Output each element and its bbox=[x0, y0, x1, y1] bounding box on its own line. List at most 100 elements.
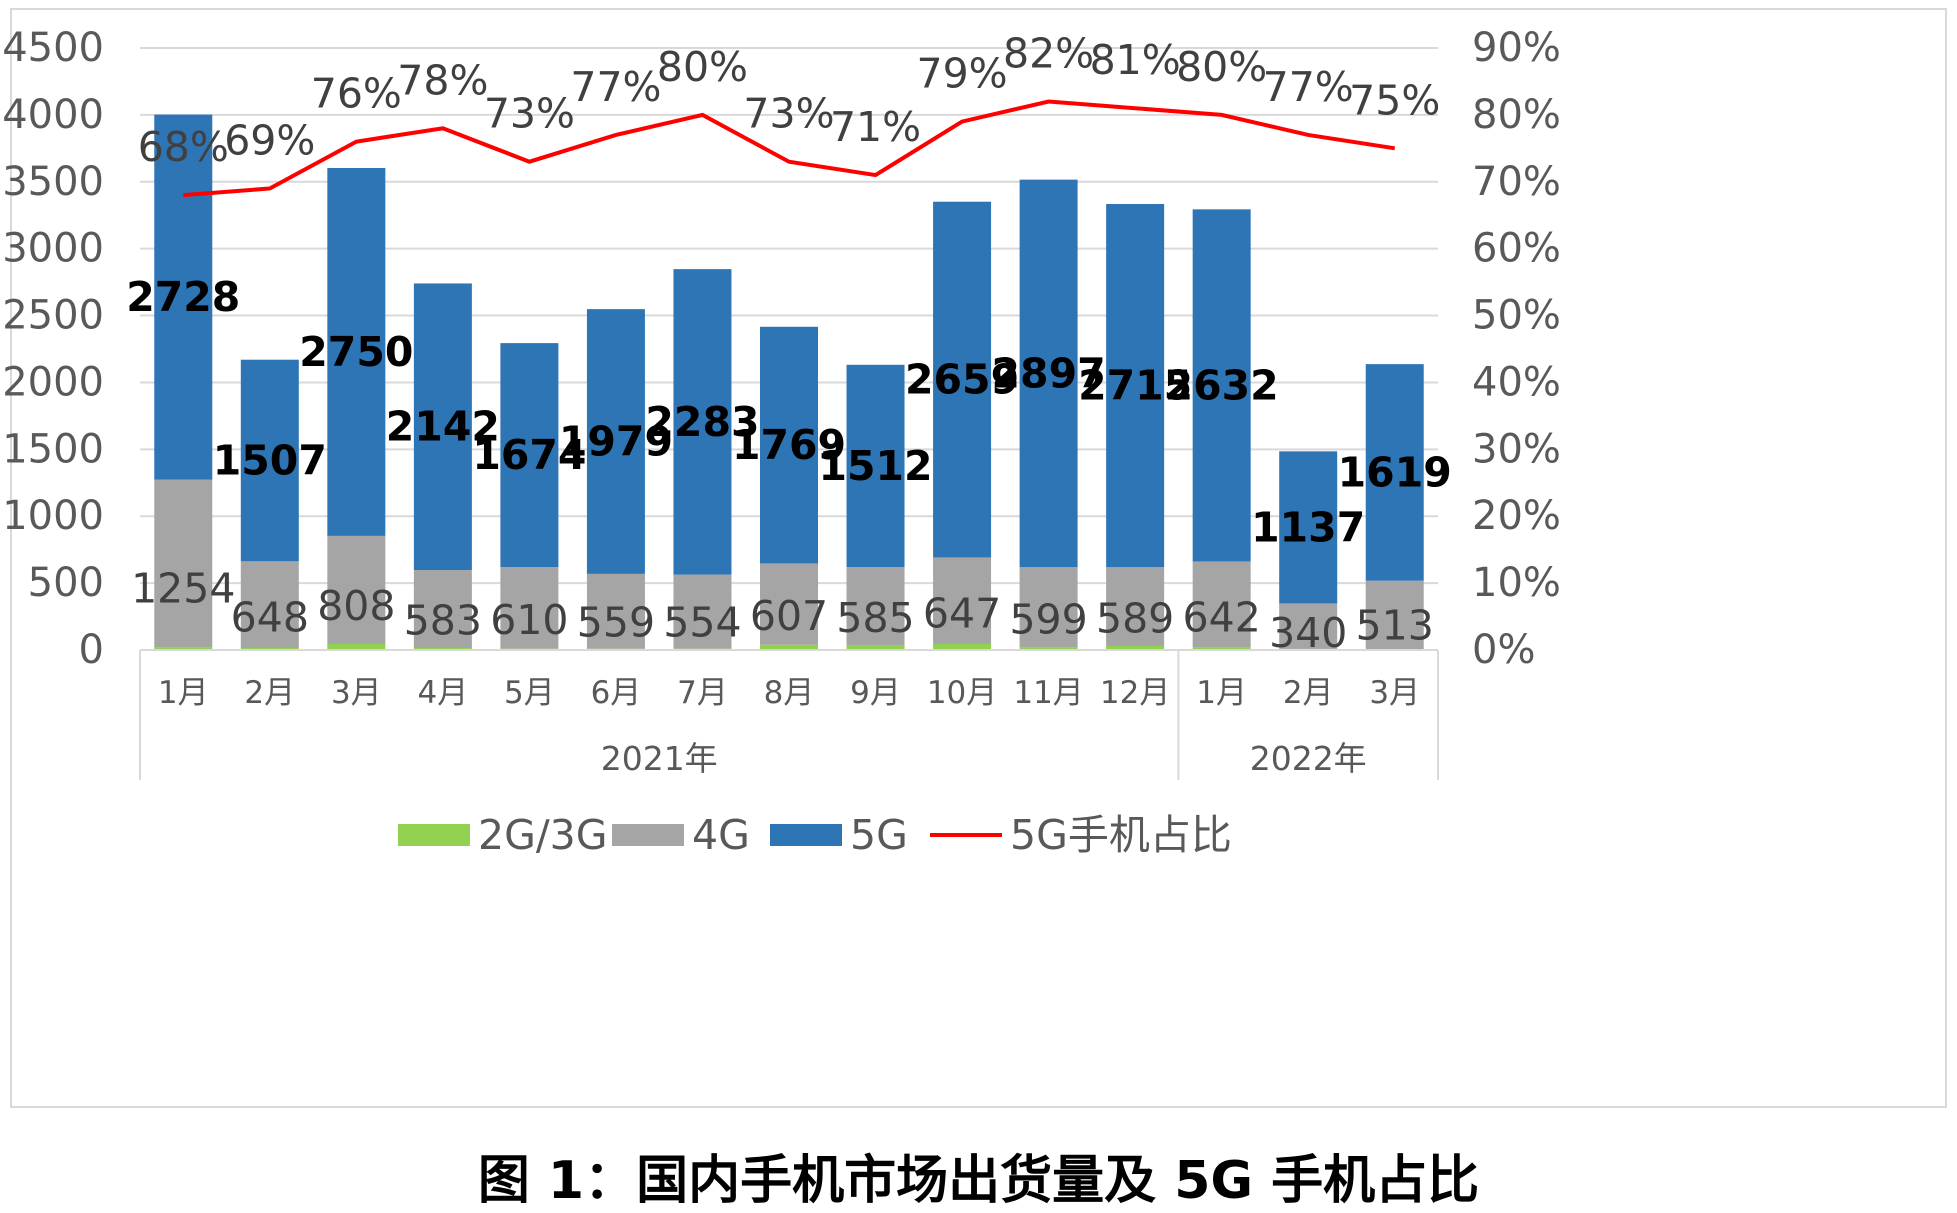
share-line bbox=[183, 99, 1396, 198]
data-label-4g: 583 bbox=[404, 597, 482, 645]
x-tick-label: 12月 bbox=[1100, 675, 1170, 711]
data-label-4g: 554 bbox=[663, 599, 741, 647]
bar-5g bbox=[154, 114, 213, 480]
y-left-tick: 4500 bbox=[2, 25, 104, 71]
bar-5g bbox=[240, 359, 299, 562]
x-group-label: 2021年 bbox=[601, 739, 718, 778]
data-label-share: 80% bbox=[1176, 43, 1267, 91]
legend-label: 2G/3G bbox=[478, 811, 608, 859]
data-label-4g: 585 bbox=[836, 594, 914, 642]
bar-5g bbox=[327, 167, 386, 536]
data-label-share: 78% bbox=[397, 56, 488, 104]
chart-frame bbox=[10, 8, 1947, 1108]
bar-2g3g bbox=[1019, 647, 1078, 650]
data-label-5g: 2283 bbox=[645, 398, 759, 446]
data-label-4g: 589 bbox=[1096, 594, 1174, 642]
bar-2g3g bbox=[1106, 645, 1165, 650]
y-right-tick: 80% bbox=[1472, 92, 1561, 138]
bar-2g3g bbox=[240, 647, 299, 650]
y-right-tick: 50% bbox=[1472, 293, 1561, 339]
x-tick-label: 6月 bbox=[591, 675, 642, 711]
bar-4g bbox=[1279, 603, 1338, 649]
bar-4g bbox=[154, 479, 213, 648]
bar-4g bbox=[413, 570, 472, 648]
data-label-4g: 808 bbox=[317, 582, 395, 630]
y-right-tick: 40% bbox=[1472, 359, 1561, 405]
data-label-share: 73% bbox=[743, 90, 834, 138]
bar-2g3g bbox=[846, 645, 905, 650]
bar-4g bbox=[500, 567, 559, 649]
data-label-5g: 2897 bbox=[992, 349, 1106, 397]
data-label-5g: 2659 bbox=[905, 356, 1019, 404]
data-label-share: 71% bbox=[830, 103, 921, 151]
legend-swatch bbox=[398, 824, 470, 846]
axis-layer: 0 500 1000 1500 2000 2500 3000 3500 4000 4500 0% 10… bbox=[2, 25, 1561, 780]
data-label-share: 68% bbox=[138, 123, 229, 171]
x-group-label: 2022年 bbox=[1250, 739, 1367, 778]
data-label-5g: 2632 bbox=[1165, 361, 1279, 409]
bar-5g bbox=[1365, 364, 1424, 581]
y-right-tick: 70% bbox=[1472, 159, 1561, 205]
bar-4g bbox=[1192, 561, 1251, 648]
data-label-share: 81% bbox=[1090, 36, 1181, 84]
y-right-tick: 0% bbox=[1472, 627, 1535, 673]
bar-4g bbox=[327, 535, 386, 644]
x-tick-label: 3月 bbox=[331, 675, 382, 711]
bar-2g3g bbox=[413, 647, 472, 650]
y-left-tick: 1000 bbox=[2, 493, 104, 539]
bar-2g3g bbox=[933, 643, 992, 650]
bar-layer bbox=[154, 114, 1424, 650]
data-label-4g: 647 bbox=[923, 590, 1001, 638]
y-right-tick: 90% bbox=[1472, 25, 1561, 71]
y-left-tick: 3500 bbox=[2, 159, 104, 205]
line-layer bbox=[183, 99, 1396, 198]
data-label-5g: 2715 bbox=[1078, 362, 1192, 410]
data-label-4g: 607 bbox=[750, 592, 828, 640]
x-tick-label: 2月 bbox=[1283, 675, 1334, 711]
x-tick-label: 11月 bbox=[1013, 675, 1083, 711]
y-right-tick: 60% bbox=[1472, 226, 1561, 272]
data-label-5g: 1979 bbox=[559, 418, 673, 466]
x-tick-label: 8月 bbox=[764, 675, 815, 711]
bar-5g bbox=[413, 283, 472, 571]
x-tick-label: 7月 bbox=[677, 675, 728, 711]
bar-4g bbox=[846, 567, 905, 646]
y-right-tick: 20% bbox=[1472, 493, 1561, 539]
data-label-share: 79% bbox=[916, 50, 1007, 98]
x-tick-label: 9月 bbox=[850, 675, 901, 711]
data-label-share: 77% bbox=[570, 63, 661, 111]
bar-5g bbox=[933, 201, 992, 558]
data-label-share: 80% bbox=[657, 43, 748, 91]
bar-4g bbox=[673, 574, 732, 649]
legend-swatch bbox=[770, 824, 842, 846]
data-label-share: 82% bbox=[1003, 30, 1094, 78]
chart-svg: 1254 2728 68% 648 1507 69% 808 2750 76% 583 2142 78… bbox=[2, 25, 1561, 859]
x-tick-label: 1月 bbox=[1196, 675, 1247, 711]
bar-4g bbox=[1106, 567, 1165, 646]
figure-caption: 图 1：国内手机市场出货量及 5G 手机占比 bbox=[477, 1151, 1480, 1211]
data-label-5g: 1619 bbox=[1338, 448, 1452, 496]
y-left-tick: 1500 bbox=[2, 426, 104, 472]
data-label-5g: 2750 bbox=[299, 328, 413, 376]
legend-label: 5G手机占比 bbox=[1010, 811, 1232, 859]
bar-4g bbox=[240, 561, 299, 648]
legend-label: 5G bbox=[850, 811, 908, 859]
bar-2g3g bbox=[760, 644, 818, 650]
legend-label: 4G bbox=[692, 811, 750, 859]
bar-4g bbox=[1365, 580, 1424, 650]
data-label-5g: 1769 bbox=[732, 421, 846, 469]
data-label-4g: 513 bbox=[1356, 601, 1434, 649]
y-left-tick: 3000 bbox=[2, 226, 104, 272]
legend-swatch bbox=[612, 824, 684, 846]
bar-5g bbox=[1106, 203, 1165, 568]
data-label-5g: 1512 bbox=[818, 442, 932, 490]
label-layer: 1254 2728 68% 648 1507 69% 808 2750 76% 583 2142 78… bbox=[126, 30, 1452, 657]
bar-5g bbox=[1192, 209, 1251, 562]
data-label-4g: 642 bbox=[1183, 593, 1261, 641]
data-label-4g: 610 bbox=[490, 596, 568, 644]
bar-2g3g bbox=[327, 643, 386, 650]
legend-layer: 2G/3G 4G 5G 5G手机占比 bbox=[398, 811, 1232, 859]
y-left-tick: 2000 bbox=[2, 359, 104, 405]
data-label-share: 69% bbox=[224, 116, 315, 164]
bar-5g bbox=[760, 326, 818, 564]
